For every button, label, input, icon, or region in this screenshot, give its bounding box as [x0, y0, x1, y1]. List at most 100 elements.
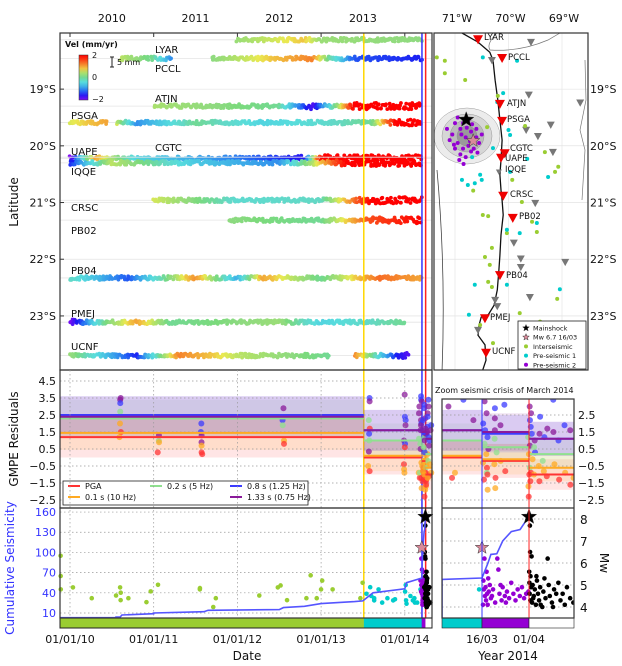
gmpe-residual-point [526, 417, 533, 424]
gps-point-iqqe [402, 158, 407, 163]
phase-band [421, 618, 426, 628]
gmpe-residual-point [480, 420, 487, 427]
gmpe-residual-point [402, 417, 409, 424]
gps-point-psga [309, 118, 314, 123]
gps-point-psga [357, 119, 362, 124]
map-event-preseismic2 [463, 155, 468, 160]
station-label: PB04 [71, 266, 97, 277]
event-interseismic [89, 595, 95, 601]
cum-tick-label: 130 [35, 526, 56, 539]
gps-point-iqqe [124, 162, 129, 167]
gps-point-iqqe [342, 163, 347, 168]
event-preseismic2 [519, 584, 525, 590]
gmpe-residual-point [491, 461, 498, 468]
map-event-preseismic1 [504, 227, 509, 232]
map-event-preseismic1 [465, 182, 470, 187]
gps-station-icon [576, 99, 585, 107]
gps-station-icon [546, 121, 555, 129]
event-interseismic [155, 582, 161, 588]
map-event-preseismic2 [469, 149, 474, 154]
event-aftershocks [530, 582, 535, 588]
station-label: UAPE [71, 147, 98, 158]
gmpe-residual-point [402, 422, 409, 429]
gmpe-residual-point [366, 398, 373, 405]
map-event-preseismic2 [458, 126, 463, 131]
map-lat-tick-label: 21°S [590, 197, 616, 210]
gps-point-ucnf [178, 354, 182, 359]
gps-point-ucnf [403, 355, 408, 360]
colorbar-tick-label: −2 [92, 95, 104, 104]
gmpe-residual-point [281, 440, 288, 447]
gps-station-icon [548, 148, 557, 157]
map-event-preseismic1 [459, 177, 464, 182]
event-interseismic [278, 583, 283, 588]
gmpe-residual-point [544, 425, 551, 432]
mw-tick-label: 5 [580, 579, 588, 593]
gps-point-atjn [217, 103, 221, 107]
event-aftershocks [529, 554, 534, 559]
gps-point-iqqe [291, 159, 296, 164]
map-frame [433, 32, 589, 371]
gps-station-icon [525, 294, 534, 302]
map-event-preseismic2 [458, 152, 463, 157]
gmpe-residual-point [484, 486, 491, 493]
map-event-interseismic [519, 199, 524, 204]
gps-point-atjn [399, 101, 403, 105]
gps-point-pmej [93, 321, 98, 326]
zoom-phase-band [528, 617, 575, 629]
gmpe-residual-point [425, 403, 432, 410]
gps-point-atjn [389, 106, 393, 111]
map-event-preseismic2 [444, 126, 449, 131]
event-aftershocks [546, 582, 552, 588]
gmpe-residual-point [483, 410, 490, 417]
gmpe-residual-point [421, 493, 428, 500]
zoom-phase-band [481, 617, 530, 629]
event-preseismic1 [476, 587, 482, 592]
map-event-interseismic [480, 213, 485, 218]
lon-tick-label: 69°W [549, 12, 579, 25]
map-event-preseismic2 [461, 161, 466, 166]
gmpe-residual-point [539, 457, 546, 464]
phase-band [425, 618, 432, 628]
gps-point-pccl [120, 58, 125, 63]
gmpe-residual-point [550, 429, 557, 435]
gmpe-tick-label: 4.5 [39, 375, 57, 388]
gmpe-tick-label: 3.5 [39, 392, 57, 405]
legend-label: PGA [85, 482, 102, 491]
event-interseismic [318, 587, 324, 592]
event-preseismic2 [486, 589, 492, 594]
gps-point-iqqe [339, 163, 344, 168]
gmpe-residual-point [551, 461, 558, 468]
gps-point-iqqe [308, 162, 312, 166]
gps-point-pccl [290, 57, 295, 62]
zoom-date-axis-label: Year 2014 [477, 649, 538, 663]
zoom-title: Zoom seismic crisis of March 2014 [435, 386, 574, 395]
gps-point-pb04 [190, 274, 195, 279]
gmpe-residual-point [567, 427, 574, 434]
map-event-preseismic2 [453, 121, 457, 126]
map-event-preseismic1 [470, 155, 475, 160]
event-interseismic [210, 604, 216, 610]
gmpe-residual-point [279, 422, 286, 429]
gps-point-iqqe [350, 163, 355, 168]
map-event-interseismic [530, 219, 535, 224]
gmpe-tick-label: 0.5 [39, 443, 57, 456]
map-station-label: PSGA [507, 115, 530, 125]
gps-point-ucnf [236, 354, 241, 359]
mw-tick-label: 7 [580, 535, 588, 549]
event-aftershocks [422, 595, 427, 601]
map-legend-label: Mw 6.7 16/03 [533, 334, 577, 342]
mw-axis-label: Mw [597, 553, 611, 573]
event-preseismic2 [502, 593, 508, 599]
gps-point-pmej [402, 320, 407, 325]
gps-point-atjn [404, 101, 409, 106]
map-event-preseismic2 [469, 129, 474, 134]
gmpe-residual-point [531, 444, 538, 451]
map-event-interseismic [478, 323, 483, 328]
gmpe-residual-point [491, 415, 498, 422]
map-legend [517, 320, 587, 370]
gps-point-atjn [170, 104, 174, 109]
gps-point-pb04 [171, 277, 176, 282]
gps-station-icon [531, 199, 540, 208]
gps-point-psga [388, 123, 393, 127]
